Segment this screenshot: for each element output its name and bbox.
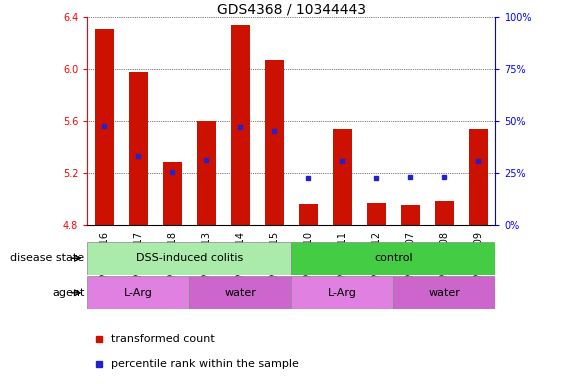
Bar	[129, 72, 148, 225]
Text: agent: agent	[52, 288, 84, 298]
Bar	[87, 276, 189, 309]
Bar	[469, 129, 488, 225]
Text: disease state: disease state	[10, 253, 84, 263]
Bar	[292, 242, 495, 275]
Text: water: water	[225, 288, 256, 298]
Bar	[95, 29, 114, 225]
Title: GDS4368 / 10344443: GDS4368 / 10344443	[217, 2, 366, 16]
Bar	[197, 121, 216, 225]
Bar	[435, 201, 454, 225]
Bar	[231, 25, 249, 225]
Bar	[87, 242, 292, 275]
Bar	[394, 276, 495, 309]
Text: control: control	[374, 253, 413, 263]
Text: transformed count: transformed count	[111, 334, 215, 344]
Text: percentile rank within the sample: percentile rank within the sample	[111, 359, 299, 369]
Bar	[333, 129, 352, 225]
Text: water: water	[428, 288, 461, 298]
Bar	[189, 276, 292, 309]
Text: DSS-induced colitis: DSS-induced colitis	[136, 253, 243, 263]
Bar	[265, 60, 284, 225]
Text: L-Arg: L-Arg	[124, 288, 153, 298]
Bar	[299, 204, 318, 225]
Bar	[367, 203, 386, 225]
Text: L-Arg: L-Arg	[328, 288, 357, 298]
Bar	[163, 162, 182, 225]
Bar	[401, 205, 420, 225]
Bar	[292, 276, 394, 309]
